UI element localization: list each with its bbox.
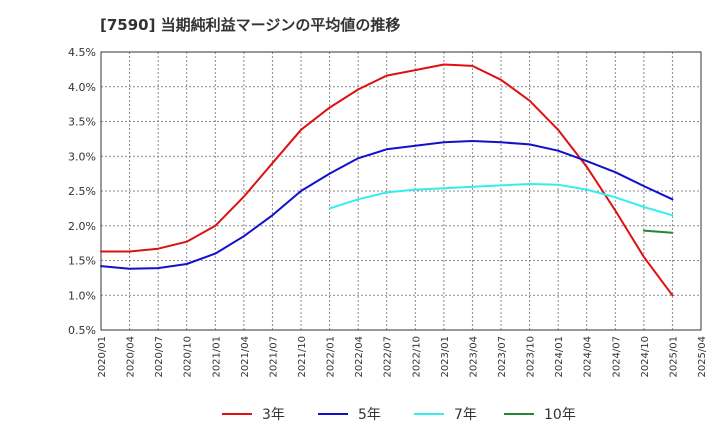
chart-title: [7590] 当期純利益マージンの平均値の推移: [100, 16, 401, 34]
x-tick-label: 2022/10: [411, 336, 422, 378]
y-tick-label: 1.5%: [68, 255, 96, 268]
legend-label: 3年: [262, 407, 285, 423]
y-tick-label: 2.0%: [68, 220, 96, 233]
y-tick-label: 4.5%: [68, 46, 96, 59]
x-tick-label: 2021/01: [211, 336, 222, 378]
series-line: [100, 140, 674, 270]
axes: 0.5% 1.0% 1.5% 2.0% 2.5% 3.0% 3.5% 4.0% 4.5% 2020…: [68, 46, 708, 378]
x-tick-label: 2023/10: [526, 336, 537, 378]
y-tick-label: 1.0%: [68, 289, 96, 302]
x-tick-label: 2020/10: [183, 336, 194, 378]
legend-item: 7年: [414, 402, 477, 426]
legend-label: 7年: [454, 407, 477, 423]
x-tick-label: 2024/10: [640, 336, 651, 378]
series-line: [642, 229, 674, 234]
legend-swatch: [504, 413, 534, 415]
x-tick-label: 2021/10: [297, 336, 308, 378]
y-tick-label: 3.5%: [68, 116, 96, 129]
legend-item: 10年: [504, 402, 576, 426]
series-line: [100, 63, 674, 297]
y-tick-label: 2.5%: [68, 185, 96, 198]
x-tick-label: 2023/01: [440, 336, 451, 378]
x-tick-label: 2024/04: [583, 336, 594, 378]
legend: 3年 5年 7年 10年: [0, 402, 720, 426]
y-tick-label: 0.5%: [68, 324, 96, 337]
y-tick-label: 3.0%: [68, 150, 96, 163]
legend-label: 5年: [358, 407, 381, 423]
x-tick-label: 2020/01: [97, 336, 108, 378]
legend-label: 10年: [544, 407, 576, 423]
x-tick-label: 2021/07: [268, 336, 279, 378]
series-line: [328, 183, 674, 217]
x-tick-label: 2023/04: [468, 336, 479, 378]
x-tick-label: 2023/07: [497, 336, 508, 378]
x-tick-label: 2022/01: [326, 336, 337, 378]
x-tick-label: 2022/07: [383, 336, 394, 378]
y-tick-label: 4.0%: [68, 81, 96, 94]
x-tick-label: 2024/07: [611, 336, 622, 378]
plot-frame: [100, 51, 702, 331]
legend-swatch: [222, 413, 252, 415]
x-tick-label: 2024/01: [554, 336, 565, 378]
x-tick-label: 2025/01: [668, 336, 679, 378]
series-lines: [100, 63, 674, 297]
x-tick-label: 2020/04: [126, 336, 137, 378]
legend-item: 3年: [222, 402, 285, 426]
x-tick-label: 2022/04: [354, 336, 365, 378]
legend-swatch: [318, 413, 348, 415]
legend-item: 5年: [318, 402, 381, 426]
x-tick-label: 2025/04: [697, 336, 708, 378]
x-tick-label: 2021/04: [240, 336, 251, 378]
x-tick-label: 2020/07: [154, 336, 165, 378]
legend-swatch: [414, 413, 444, 415]
